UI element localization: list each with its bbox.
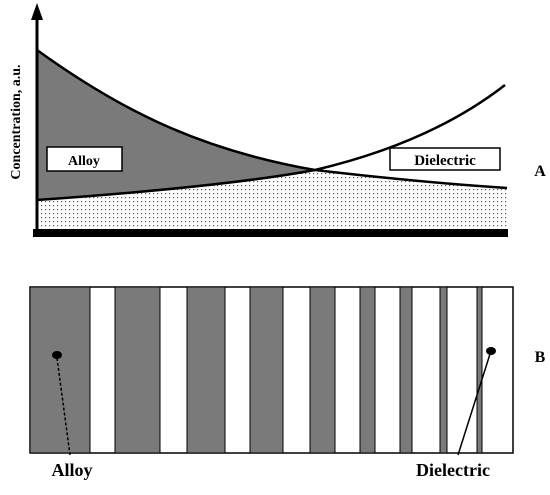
- dielectric-pointer: [457, 353, 491, 456]
- dielectric-box: [389, 147, 501, 171]
- dielectric-curve: [36, 84, 506, 202]
- dielectric-pointer-dot: [486, 347, 496, 355]
- panel-b: Alloy Dielectric B: [29, 286, 546, 480]
- alloy-label: Alloy: [68, 154, 100, 169]
- alloy-curve: [36, 48, 508, 190]
- y-axis-label: Concentration, a.u.: [9, 64, 24, 179]
- x-axis: [33, 229, 508, 237]
- alloy-box: [46, 146, 123, 172]
- alloy-pointer: [56, 357, 71, 456]
- panel-label: B: [535, 349, 546, 366]
- dielectric-label: Dielectric: [416, 460, 490, 480]
- y-axis-arrow: [31, 3, 43, 20]
- panel-label: A: [534, 163, 546, 180]
- dielectric-region: [37, 170, 507, 232]
- alloy-pointer-dot: [52, 351, 62, 359]
- alloy-label: Alloy: [51, 460, 92, 480]
- alloy-layers: [29, 286, 483, 454]
- panel-a: Concentration, a.u. Alloy Dielectric A: [9, 3, 546, 237]
- dielectric-label: Dielectric: [414, 153, 476, 169]
